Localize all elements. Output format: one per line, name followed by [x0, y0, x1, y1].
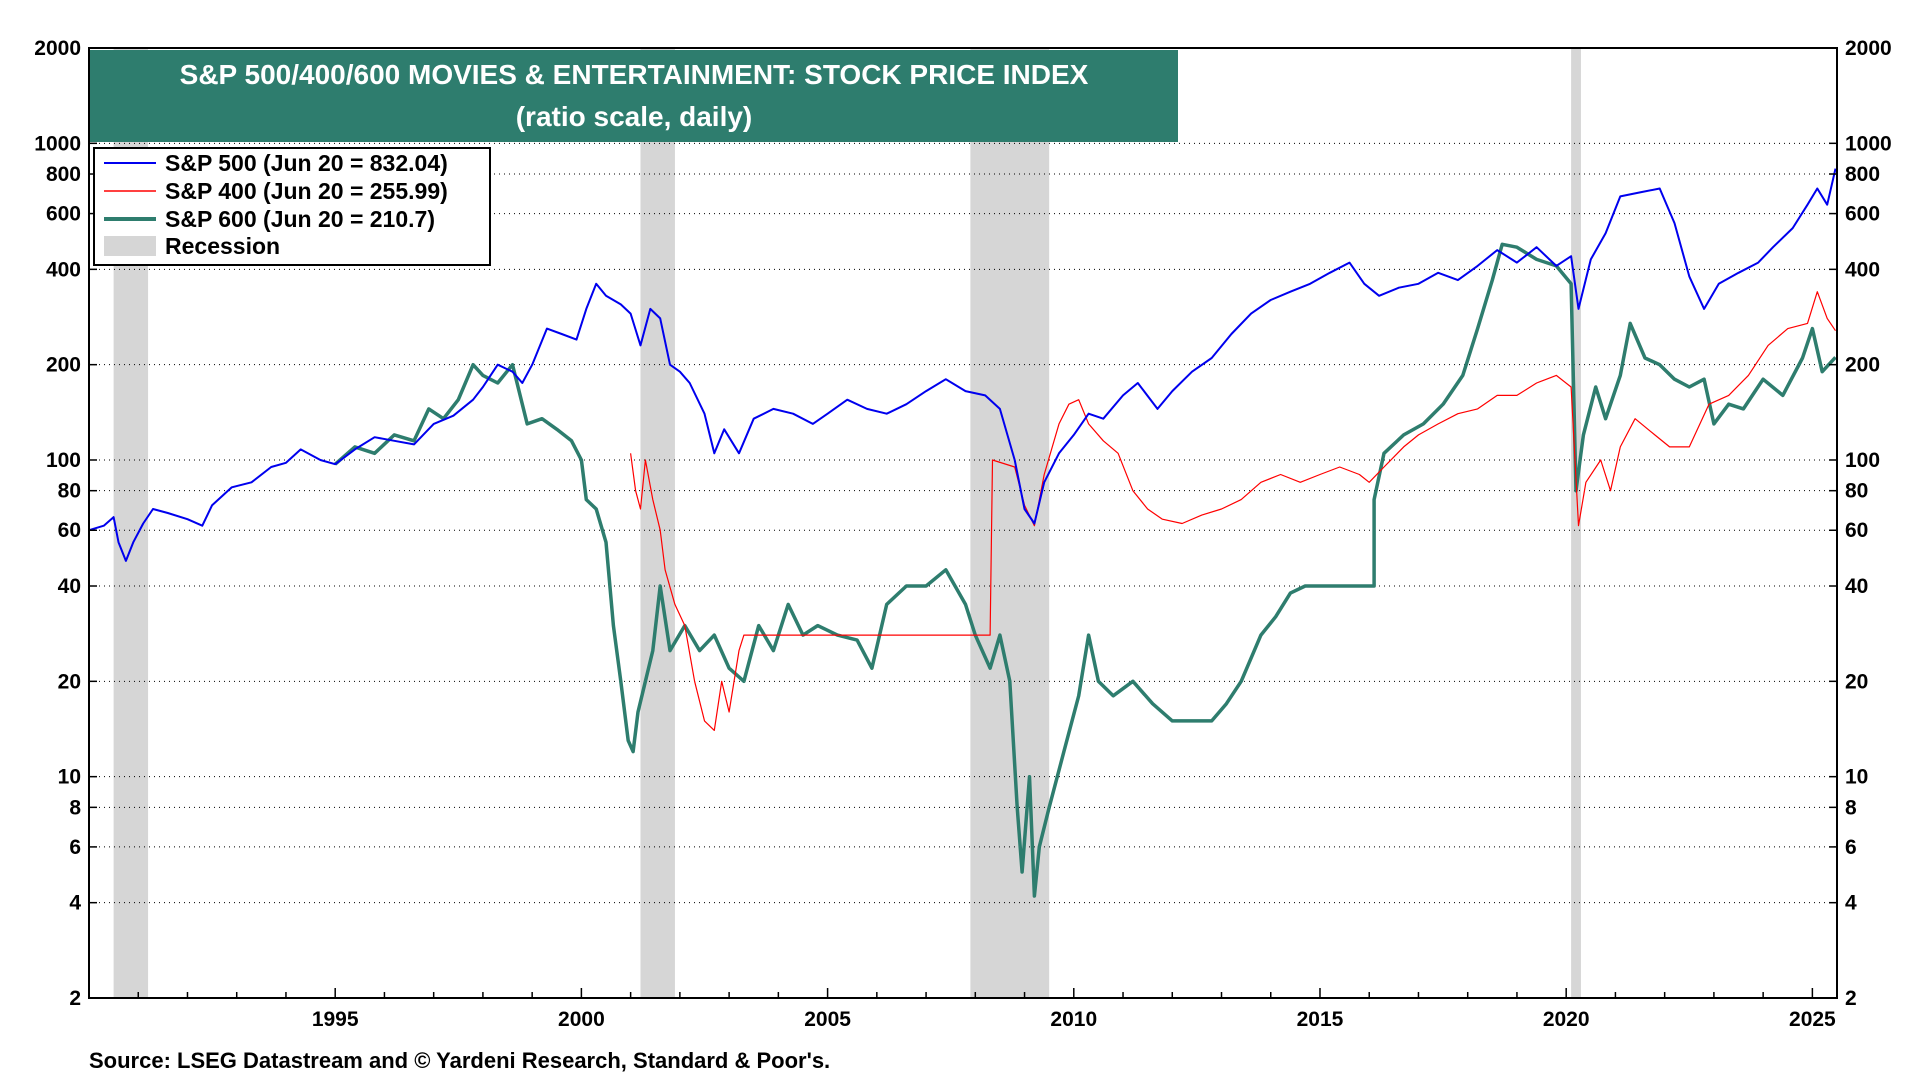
recession-band-2: [970, 48, 1050, 998]
y-tick-label-right: 2: [1845, 987, 1857, 1010]
y-tick-label-right: 4: [1845, 892, 1857, 915]
y-tick-label-left: 6: [69, 836, 81, 859]
series-line-sp400: [630, 291, 1836, 731]
series-line-sp500: [88, 168, 1837, 562]
y-tick-label-right: 8: [1845, 796, 1857, 819]
x-tick-label-2000: 2000: [558, 1008, 605, 1031]
y-tick-label-right: 6: [1845, 836, 1857, 859]
y-tick-label-left: 100: [46, 449, 81, 472]
title-box: S&P 500/400/600 MOVIES & ENTERTAINMENT: …: [90, 50, 1178, 142]
y-tick-label-right: 80: [1845, 480, 1868, 503]
recession-band-3: [1571, 48, 1581, 998]
series-line-sp600: [334, 242, 1837, 898]
x-tick-label-2025: 2025: [1789, 1008, 1836, 1031]
y-tick-label-left: 800: [46, 163, 81, 186]
x-tick-label-2015: 2015: [1297, 1008, 1344, 1031]
y-tick-label-left: 2000: [34, 37, 81, 60]
y-tick-label-left: 8: [69, 796, 81, 819]
title-background: [90, 50, 1178, 142]
y-tick-label-left: 1000: [34, 132, 81, 155]
series-lines: [88, 168, 1837, 898]
chart-subtitle: (ratio scale, daily): [516, 101, 753, 132]
x-tick-label-2020: 2020: [1543, 1008, 1590, 1031]
x-tick-label-2010: 2010: [1050, 1008, 1097, 1031]
x-tick-label-1995: 1995: [312, 1008, 359, 1031]
legend-label-sp400: S&P 400 (Jun 20 = 255.99): [165, 178, 448, 204]
legend-swatch-recession: [104, 236, 156, 256]
y-tick-label-left: 80: [58, 480, 81, 503]
chart-title: S&P 500/400/600 MOVIES & ENTERTAINMENT: …: [180, 59, 1089, 90]
y-tick-label-left: 4: [69, 892, 81, 915]
y-tick-label-right: 100: [1845, 449, 1880, 472]
y-tick-label-left: 200: [46, 354, 81, 377]
y-tick-label-left: 20: [58, 670, 81, 693]
y-tick-label-left: 60: [58, 519, 81, 542]
y-tick-label-right: 600: [1845, 203, 1880, 226]
y-tick-label-left: 40: [58, 575, 81, 598]
legend: S&P 500 (Jun 20 = 832.04) S&P 400 (Jun 2…: [93, 147, 491, 266]
y-tick-label-left: 10: [58, 766, 81, 789]
legend-box: [93, 147, 491, 266]
y-tick-label-right: 1000: [1845, 132, 1892, 155]
y-tick-label-left: 600: [46, 203, 81, 226]
legend-label-sp600: S&P 600 (Jun 20 = 210.7): [165, 206, 435, 232]
y-tick-label-right: 200: [1845, 354, 1880, 377]
y-tick-label-right: 400: [1845, 258, 1880, 281]
y-tick-label-right: 20: [1845, 670, 1868, 693]
y-tick-label-right: 60: [1845, 519, 1868, 542]
legend-label-recession: Recession: [165, 233, 280, 259]
source-note: Source: LSEG Datastream and © Yardeni Re…: [89, 1048, 830, 1073]
plot-area-frame: [88, 47, 1838, 999]
legend-label-sp500: S&P 500 (Jun 20 = 832.04): [165, 150, 448, 176]
y-tick-label-right: 40: [1845, 575, 1868, 598]
y-tick-label-right: 800: [1845, 163, 1880, 186]
x-tick-label-2005: 2005: [804, 1008, 851, 1031]
y-tick-label-right: 10: [1845, 766, 1868, 789]
y-tick-label-right: 2000: [1845, 37, 1892, 60]
recession-band-1: [640, 48, 675, 998]
y-tick-label-left: 2: [69, 987, 81, 1010]
y-tick-label-left: 400: [46, 258, 81, 281]
